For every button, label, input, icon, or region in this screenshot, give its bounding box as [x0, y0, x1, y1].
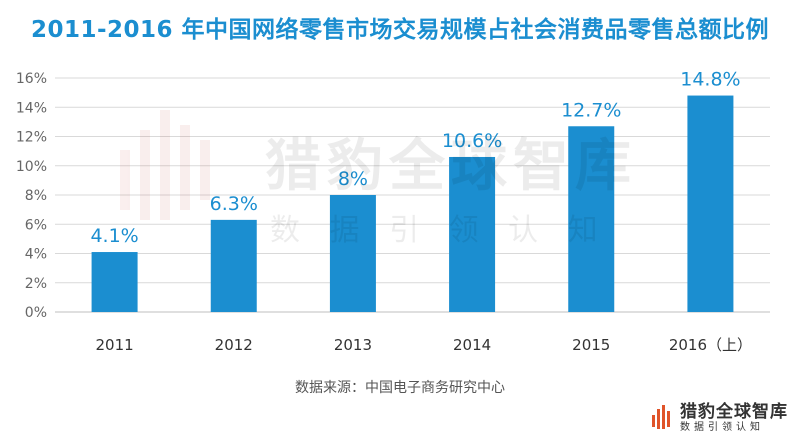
bar	[687, 95, 734, 312]
data-label: 8%	[338, 168, 368, 190]
data-label: 14.8%	[680, 69, 740, 91]
bar	[210, 219, 257, 312]
y-tick-label: 6%	[25, 217, 47, 233]
bar	[91, 252, 138, 312]
data-label: 4.1%	[90, 225, 138, 247]
y-tick-label: 4%	[25, 247, 47, 263]
source-note: 数据来源：中国电子商务研究中心	[295, 380, 505, 396]
x-tick-label: 2012	[215, 336, 253, 354]
y-tick-label: 10%	[16, 159, 47, 175]
chart-title: 2011-2016 年中国网络零售市场交易规模占社会消费品零售总额比例	[30, 17, 770, 43]
data-label: 12.7%	[561, 99, 621, 121]
y-tick-label: 0%	[25, 305, 47, 321]
x-tick-label: 2013	[334, 336, 372, 354]
x-tick-label: 2011	[95, 336, 133, 354]
x-tick-label: 2016（上）	[669, 336, 752, 354]
logo-tagline: 数据引领认知	[680, 422, 764, 433]
bar	[329, 195, 376, 312]
brand-logo: 猎豹全球智库 数据引领认知	[652, 402, 788, 434]
y-tick-label: 12%	[16, 130, 47, 146]
y-tick-label: 14%	[16, 100, 47, 116]
x-tick-label: 2014	[453, 336, 491, 354]
y-tick-label: 2%	[25, 276, 47, 292]
data-label: 6.3%	[210, 193, 258, 215]
data-label: 10.6%	[442, 130, 502, 152]
bar	[449, 156, 496, 312]
logo-bars-icon	[652, 405, 670, 429]
y-tick-label: 16%	[16, 71, 47, 87]
logo-name: 猎豹全球智库	[680, 402, 788, 422]
y-tick-label: 8%	[25, 188, 47, 204]
x-tick-label: 2015	[572, 336, 610, 354]
bar	[568, 126, 615, 312]
